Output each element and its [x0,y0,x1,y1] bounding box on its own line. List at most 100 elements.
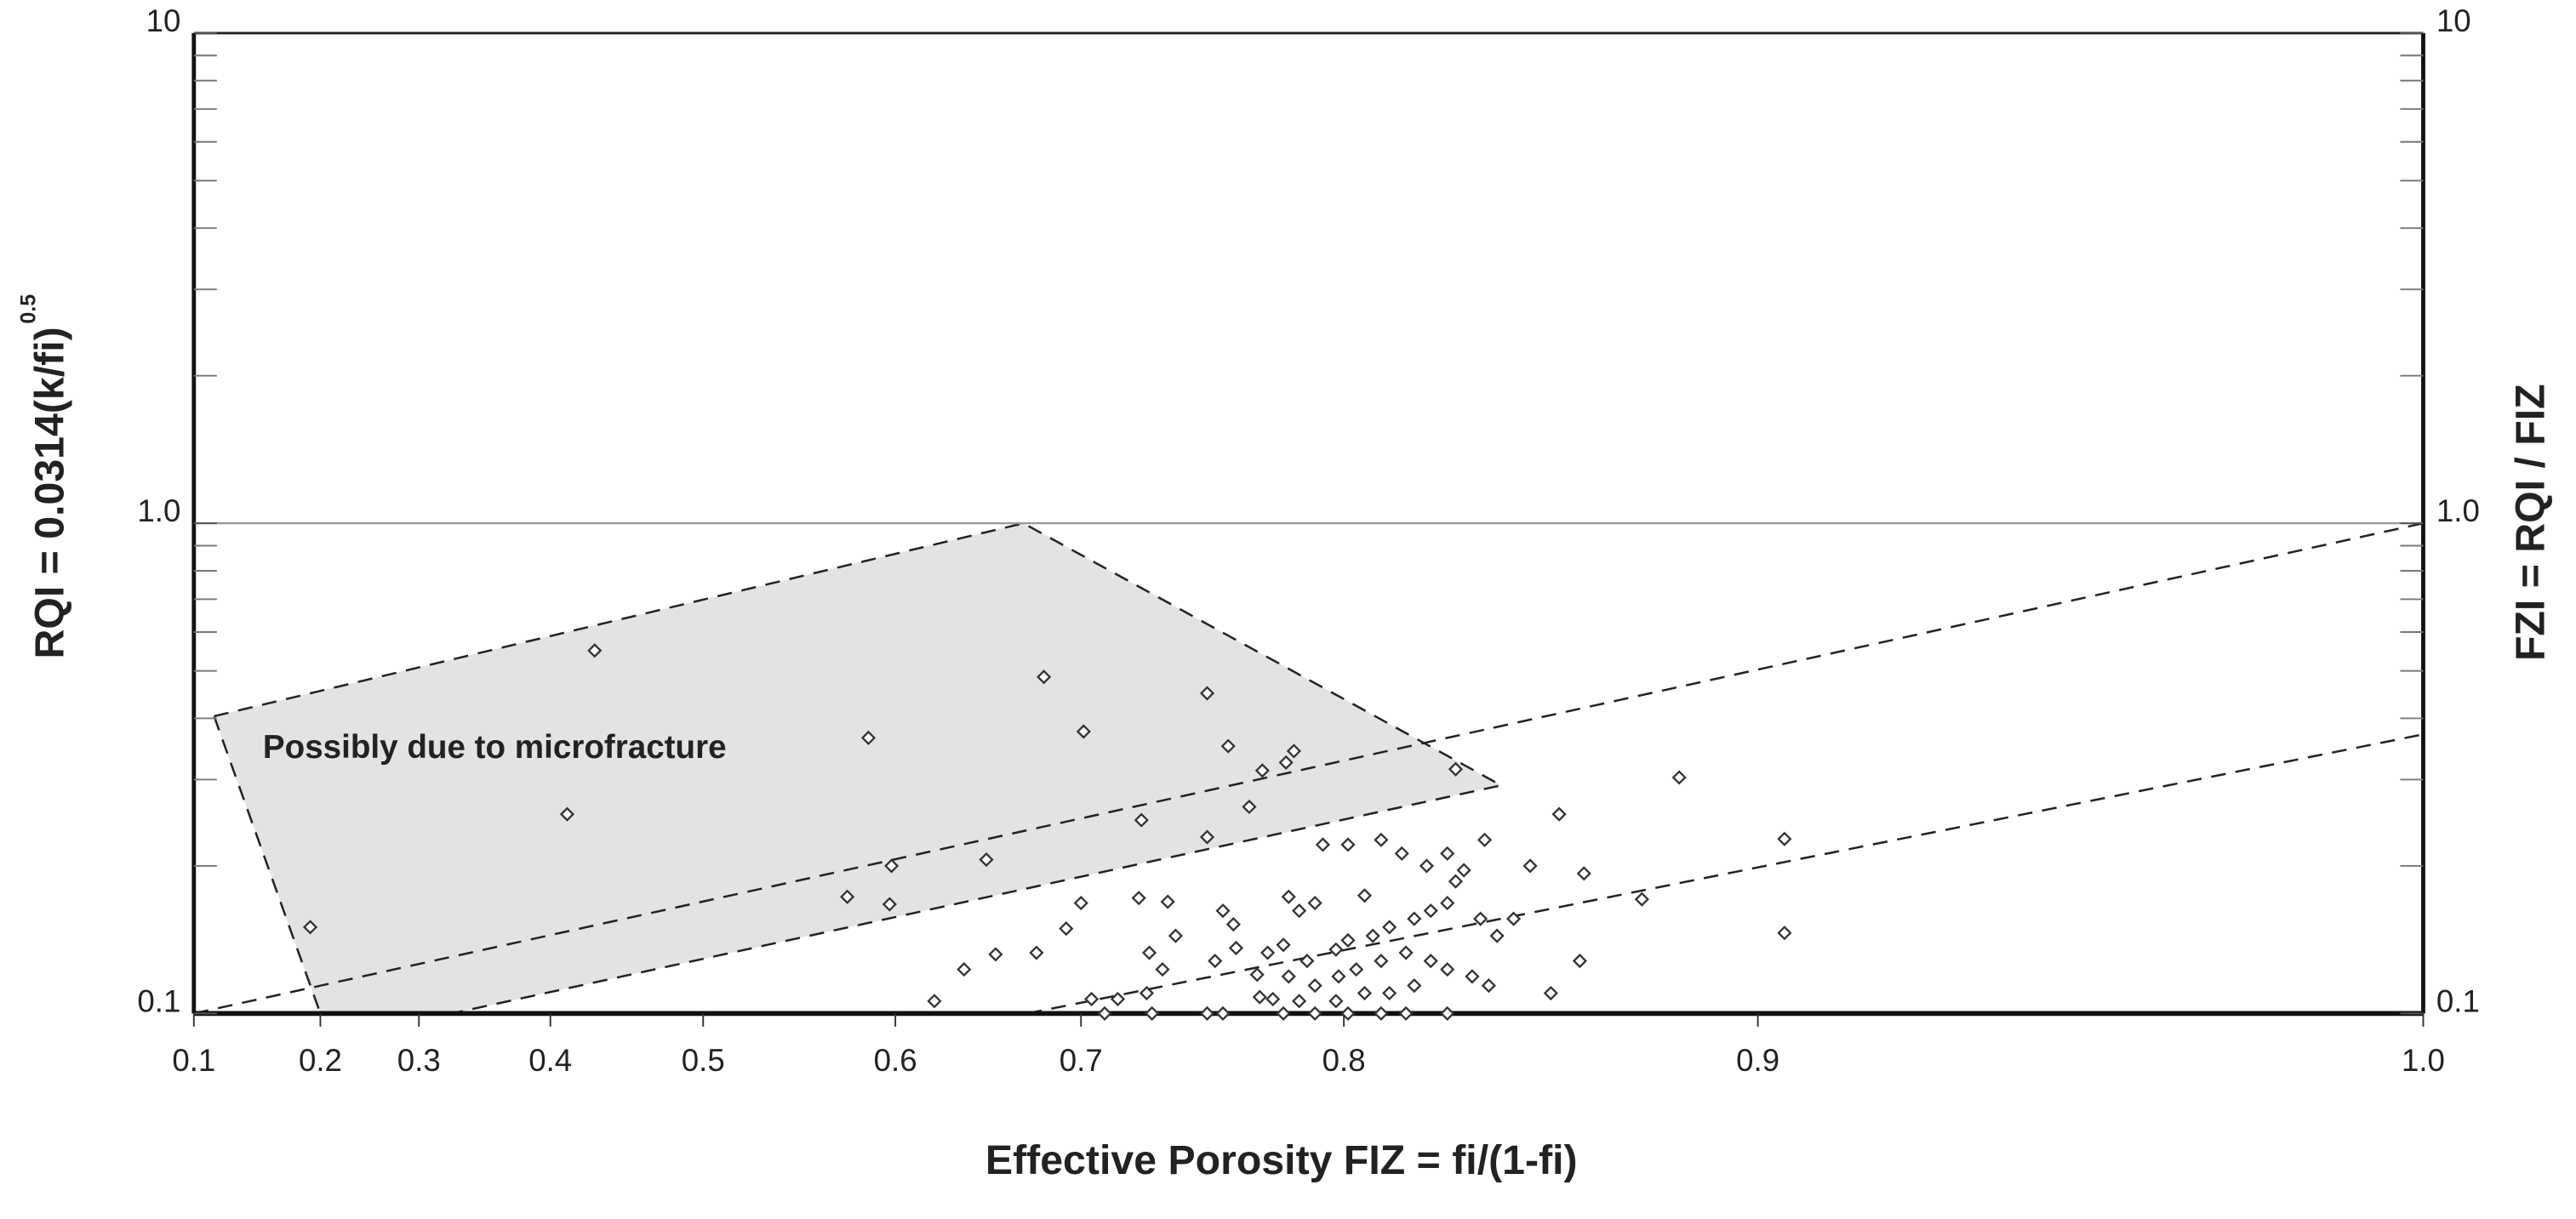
x-tick-label: 0.1 [172,1043,215,1078]
data-point [988,947,1003,962]
data-point [1254,763,1270,778]
data-point [1448,874,1464,889]
data-point [1365,928,1380,943]
data-point [1394,846,1409,861]
data-point [884,858,900,874]
data-point [1139,985,1155,1001]
data-point [1476,832,1493,847]
data-point [1073,895,1088,911]
data-point [1357,888,1373,903]
data-point [1299,954,1315,969]
data-point [1777,831,1792,846]
data-point [1037,669,1052,685]
data-point [927,994,942,1009]
data-point [840,889,855,904]
data-point [1199,686,1215,701]
data-point [1199,1005,1215,1021]
data-point [1419,858,1435,874]
y-tick-label: 0.1 [137,984,180,1019]
data-point [1276,1005,1291,1021]
data-point [1199,829,1215,845]
data-point [1440,895,1455,911]
data-point [1259,945,1276,960]
y2-tick-label: 1.0 [2436,493,2480,528]
data-point [1374,954,1389,969]
data-point [1292,994,1307,1009]
data-point [1145,1005,1160,1021]
data-point [1374,832,1389,847]
data-point [1110,991,1126,1007]
data-point [1084,991,1100,1007]
data-point [1340,1005,1356,1021]
data-point [1208,954,1223,969]
annotation: Possibly due to microfracture [263,729,727,766]
x-tick-label: 1.0 [2402,1043,2445,1078]
data-point [1456,863,1471,878]
data-point [1331,969,1346,984]
data-point [1220,738,1236,754]
data-point [1155,962,1170,977]
data-point [1423,954,1438,969]
data-point [1489,928,1505,943]
data-point [1522,858,1538,874]
data-point [1292,903,1307,919]
y2-tick-label: 10 [2436,3,2471,38]
data-point [1225,917,1241,932]
data-point [1576,866,1591,881]
data-point [1215,1005,1231,1021]
x-tick-label: 0.8 [1322,1043,1366,1078]
data-point [1382,985,1397,1001]
data-point [1307,978,1322,994]
data-point [302,920,318,935]
data-point [1265,991,1281,1007]
x-tick-label: 0.6 [874,1043,917,1078]
data-point [1097,1005,1112,1021]
data-point [1407,978,1422,994]
data-point [1249,967,1265,983]
data-point [1374,1005,1389,1021]
data-point [1307,895,1322,911]
data-point [1134,812,1149,828]
data-point [957,962,972,977]
x-tick-label: 0.3 [397,1043,441,1078]
data-point [860,730,877,745]
dashed-line [193,521,2424,1015]
data-point [1131,891,1146,906]
data-point [1281,889,1296,904]
data-point [1328,942,1344,957]
data-point [979,852,994,868]
data-point [1398,1005,1414,1021]
data-point [1286,743,1302,759]
data-point [1423,903,1438,919]
data-point [1228,940,1244,956]
data-point [1448,761,1464,777]
y-tick-label: 1.0 [137,493,180,528]
data-point [882,897,897,912]
shaded-region [212,521,1505,1015]
data-point [1398,945,1414,960]
data-point [1141,945,1157,960]
y-tick-label: 10 [146,3,181,38]
data-point [1029,945,1044,960]
data-point [1340,932,1356,948]
data-point [1481,978,1496,994]
data-point [1160,894,1175,909]
y-axis-label: RQI = 0.0314(k/fi) [27,327,73,658]
data-point [1671,770,1687,785]
y2-tick-label: 0.1 [2436,984,2480,1019]
data-point [1278,755,1294,771]
data-point [1242,799,1257,815]
data-point [1543,985,1558,1001]
data-point [1777,926,1792,941]
data-point [1357,985,1373,1001]
data-point [1281,969,1296,984]
data-point [1315,837,1331,852]
data-point [1076,724,1091,739]
data-point [1168,928,1184,943]
data-point [1506,911,1522,926]
data-point [1215,903,1231,919]
data-point [559,806,575,822]
x-tick-label: 0.2 [299,1043,342,1078]
data-point [1307,1005,1322,1021]
x-tick-label: 0.7 [1060,1043,1103,1078]
